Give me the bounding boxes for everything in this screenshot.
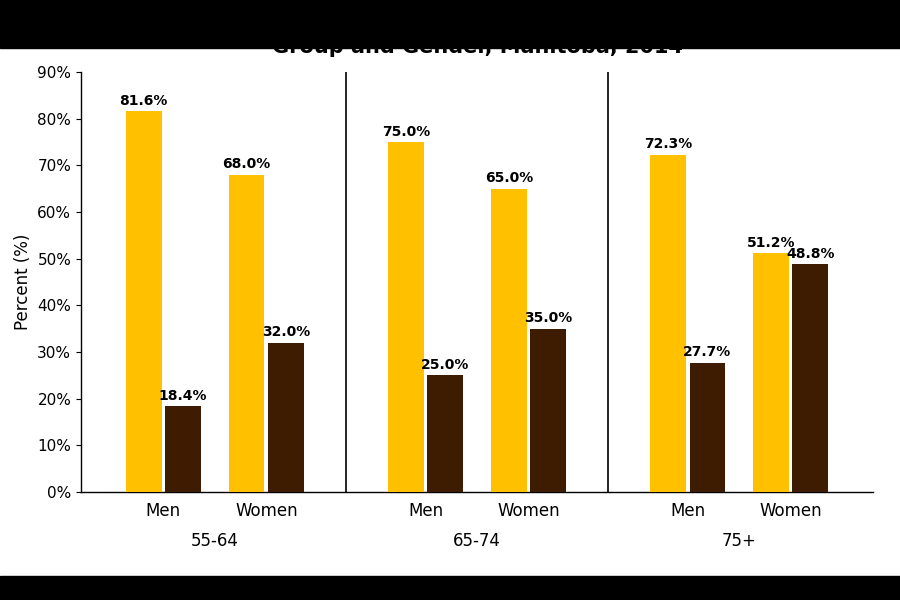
Bar	[491, 188, 526, 492]
Text: 81.6%: 81.6%	[120, 94, 168, 108]
Bar	[428, 376, 463, 492]
Text: 75.0%: 75.0%	[382, 125, 430, 139]
Bar	[793, 264, 828, 492]
Text: 51.2%: 51.2%	[747, 236, 796, 250]
Text: 65.0%: 65.0%	[485, 172, 533, 185]
Text: 27.7%: 27.7%	[683, 346, 732, 359]
Legend: Less than 5 per day, 5 or more per day: Less than 5 per day, 5 or more per day	[272, 576, 682, 600]
Text: 75+: 75+	[722, 532, 757, 550]
Bar	[650, 155, 686, 492]
Text: 35.0%: 35.0%	[524, 311, 572, 325]
Text: 48.8%: 48.8%	[786, 247, 834, 261]
Title: Figure 9-1: Daily Consumption of Fruits and Vegetables by Age
Group and Gender, : Figure 9-1: Daily Consumption of Fruits …	[106, 10, 848, 56]
Text: 68.0%: 68.0%	[222, 157, 271, 172]
Bar	[689, 363, 725, 492]
Text: 72.3%: 72.3%	[644, 137, 692, 151]
Text: 55-64: 55-64	[191, 532, 238, 550]
Text: 18.4%: 18.4%	[158, 389, 207, 403]
Bar	[268, 343, 304, 492]
Text: 25.0%: 25.0%	[421, 358, 470, 372]
Bar	[753, 253, 788, 492]
Bar	[388, 142, 424, 492]
Bar	[229, 175, 265, 492]
Y-axis label: Percent (%): Percent (%)	[14, 234, 32, 330]
Bar	[530, 329, 566, 492]
Text: 32.0%: 32.0%	[262, 325, 310, 340]
Bar	[126, 111, 161, 492]
Bar	[166, 406, 201, 492]
Text: 65-74: 65-74	[453, 532, 501, 550]
